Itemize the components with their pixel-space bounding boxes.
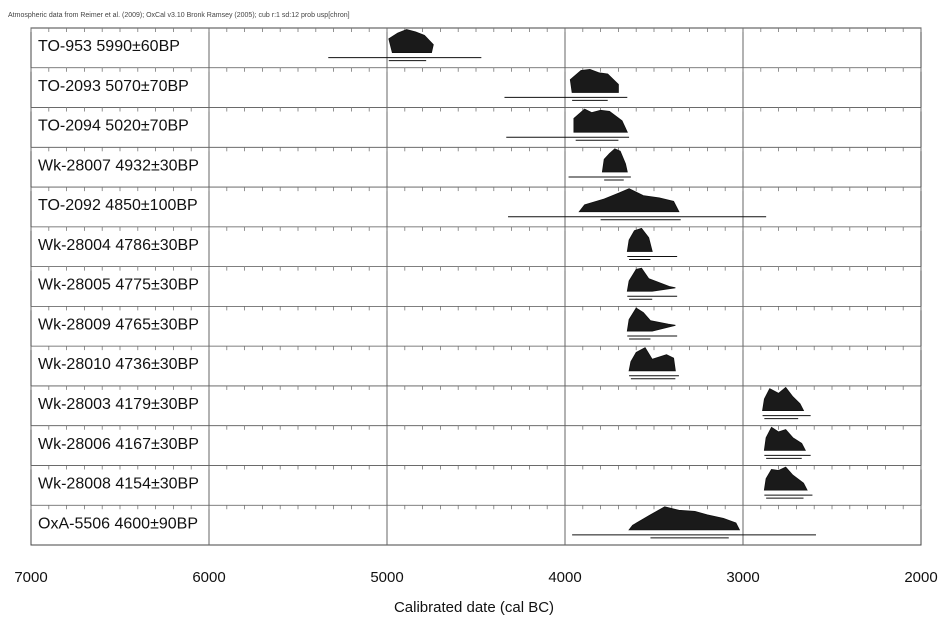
sample-label: Wk-28010 4736±30BP bbox=[38, 356, 199, 373]
sample-label: TO-953 5990±60BP bbox=[38, 38, 180, 55]
sample-label: TO-2094 5020±70BP bbox=[38, 118, 189, 135]
x-tick-label: 6000 bbox=[192, 569, 225, 586]
probability-distribution bbox=[626, 267, 676, 292]
sample-label: Wk-28005 4775±30BP bbox=[38, 277, 199, 294]
probability-distribution bbox=[388, 29, 434, 54]
sample-row: Wk-28008 4154±30BP bbox=[38, 466, 813, 499]
probability-distribution bbox=[626, 227, 653, 252]
sample-label: TO-2092 4850±100BP bbox=[38, 197, 198, 214]
probability-distribution bbox=[628, 347, 676, 372]
grid bbox=[30, 27, 922, 546]
probability-distribution bbox=[628, 506, 741, 531]
sample-label: Wk-28009 4765±30BP bbox=[38, 316, 199, 333]
x-axis: 7000 6000 5000 4000 3000 2000 bbox=[14, 569, 937, 586]
sample-row: Wk-28004 4786±30BP bbox=[38, 227, 678, 261]
sample-row: Wk-28003 4179±30BP bbox=[38, 386, 811, 420]
x-axis-title: Calibrated date (cal BC) bbox=[394, 599, 554, 616]
probability-distribution bbox=[762, 386, 805, 411]
sample-label: Wk-28003 4179±30BP bbox=[38, 396, 199, 413]
probability-distribution bbox=[626, 307, 676, 332]
x-tick-label: 2000 bbox=[904, 569, 937, 586]
sample-label: Wk-28006 4167±30BP bbox=[38, 436, 199, 453]
sample-label: Wk-28004 4786±30BP bbox=[38, 237, 199, 254]
sample-row: TO-2093 5070±70BP bbox=[38, 68, 628, 101]
x-tick-label: 7000 bbox=[14, 569, 47, 586]
probability-distribution bbox=[573, 108, 628, 133]
sample-row: TO-2092 4850±100BP bbox=[38, 188, 767, 221]
probability-distribution bbox=[569, 68, 619, 93]
sample-row: TO-953 5990±60BP bbox=[38, 29, 482, 62]
sample-label: Wk-28007 4932±30BP bbox=[38, 157, 199, 174]
x-tick-label: 5000 bbox=[370, 569, 403, 586]
sample-row: Wk-28009 4765±30BP bbox=[38, 307, 678, 340]
sample-row: OxA-5506 4600±90BP bbox=[38, 506, 816, 539]
probability-distribution bbox=[763, 466, 808, 491]
sample-rows: TO-953 5990±60BP TO-2093 5070±70BP TO-2094… bbox=[38, 29, 816, 539]
x-tick-label: 4000 bbox=[548, 569, 581, 586]
sample-row: Wk-28005 4775±30BP bbox=[38, 267, 678, 300]
x-tick-label: 3000 bbox=[726, 569, 759, 586]
sample-label: TO-2093 5070±70BP bbox=[38, 78, 189, 95]
sample-row: Wk-28007 4932±30BP bbox=[38, 148, 631, 181]
sample-row: Wk-28006 4167±30BP bbox=[38, 426, 811, 459]
probability-distribution bbox=[601, 148, 628, 173]
probability-distribution bbox=[578, 188, 680, 213]
sample-row: TO-2094 5020±70BP bbox=[38, 108, 630, 141]
chart-header: Atmospheric data from Reimer et al. (200… bbox=[8, 12, 350, 19]
probability-distribution bbox=[763, 426, 806, 451]
sample-label: OxA-5506 4600±90BP bbox=[38, 515, 198, 532]
sample-label: Wk-28008 4154±30BP bbox=[38, 476, 199, 493]
sample-row: Wk-28010 4736±30BP bbox=[38, 347, 679, 380]
